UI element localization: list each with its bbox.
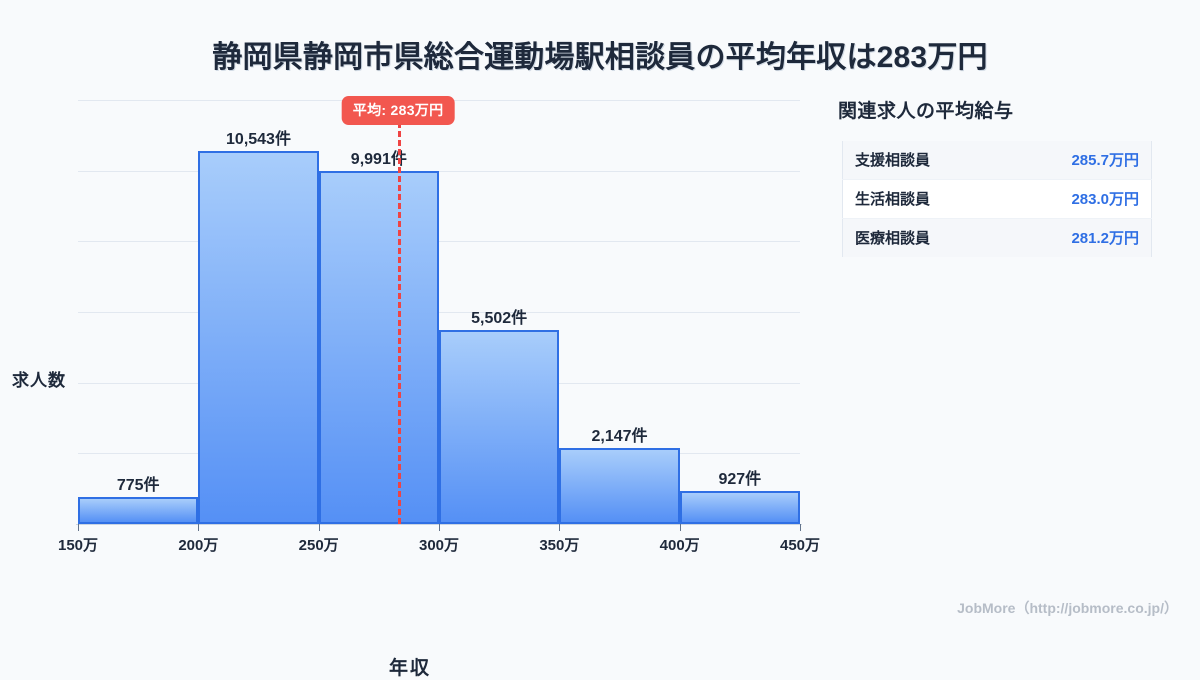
bar-value-label: 775件 — [116, 476, 160, 494]
gridline — [78, 170, 800, 172]
job-name-cell: 生活相談員 — [855, 191, 931, 208]
average-line — [398, 122, 402, 524]
site-watermark: JobMore（http://jobmore.co.jp/） — [957, 600, 1178, 616]
histogram-bar[interactable] — [78, 496, 199, 524]
x-axis-tick-label: 350万 — [539, 537, 580, 554]
bar-value-label: 927件 — [718, 471, 762, 489]
average-salary-cell: 283.0万円 — [1071, 191, 1139, 208]
histogram-bar[interactable] — [439, 329, 560, 524]
bar-value-label: 9,991件 — [350, 150, 407, 168]
x-axis-title: 年収 — [388, 658, 431, 679]
average-salary-cell: 285.7万円 — [1071, 152, 1139, 169]
bar-value-label: 2,147件 — [591, 428, 648, 446]
bar-value-label: 5,502件 — [471, 309, 528, 327]
plot-area: 775件 10,543件 9,991件 5,502件 2,147件 927件 150万 200… — [58, 96, 820, 554]
x-axis-tick — [559, 524, 561, 531]
x-axis-tick — [78, 524, 79, 531]
x-axis-tick-label: 200万 — [178, 537, 219, 554]
histogram-bar[interactable] — [318, 171, 439, 524]
x-axis-tick-label: 450万 — [779, 537, 821, 554]
histogram-bar[interactable] — [559, 448, 680, 524]
chart-panel: 求人数 年収 775件 10,543件 9,991件 5,502件 2,147件 927件… — [0, 88, 820, 679]
table-row[interactable]: 生活相談員 283.0万円 — [842, 179, 1152, 219]
x-axis-tick — [439, 524, 440, 531]
bar-value-label: 10,543件 — [226, 131, 291, 149]
x-axis-tick-label: 150万 — [57, 537, 99, 554]
gridline — [78, 241, 800, 243]
related-salary-sidebar: 関連求人の平均給与 支援相談員 285.7万円生活相談員 283.0万円医療相談員 2… — [838, 96, 1178, 257]
x-axis-tick-label: 300万 — [418, 537, 460, 554]
page-title: 静岡県静岡市県総合運動場駅相談員の平均年収は283万円 — [212, 41, 988, 74]
x-axis-tick — [198, 524, 200, 531]
related-salary-table: 支援相談員 285.7万円生活相談員 283.0万円医療相談員 281.2万円 — [842, 141, 1152, 257]
job-name-cell: 支援相談員 — [855, 152, 931, 169]
average-salary-cell: 281.2万円 — [1071, 230, 1139, 247]
x-axis-tick — [318, 524, 320, 531]
gridline — [78, 312, 800, 313]
average-badge: 平均: 283万円 — [341, 96, 455, 125]
x-axis-tick — [800, 524, 801, 531]
table-row[interactable]: 支援相談員 285.7万円 — [842, 141, 1152, 180]
x-axis-tick-label: 400万 — [659, 537, 700, 554]
histogram-bar[interactable] — [679, 491, 800, 524]
histogram-bar[interactable] — [198, 151, 319, 524]
job-name-cell: 医療相談員 — [855, 230, 931, 247]
x-axis-tick-label: 250万 — [298, 537, 339, 554]
x-axis-tick — [679, 524, 681, 531]
table-row[interactable]: 医療相談員 281.2万円 — [842, 218, 1152, 257]
sidebar-title: 関連求人の平均給与 — [838, 101, 1014, 122]
y-axis-title: 求人数 — [12, 371, 66, 390]
